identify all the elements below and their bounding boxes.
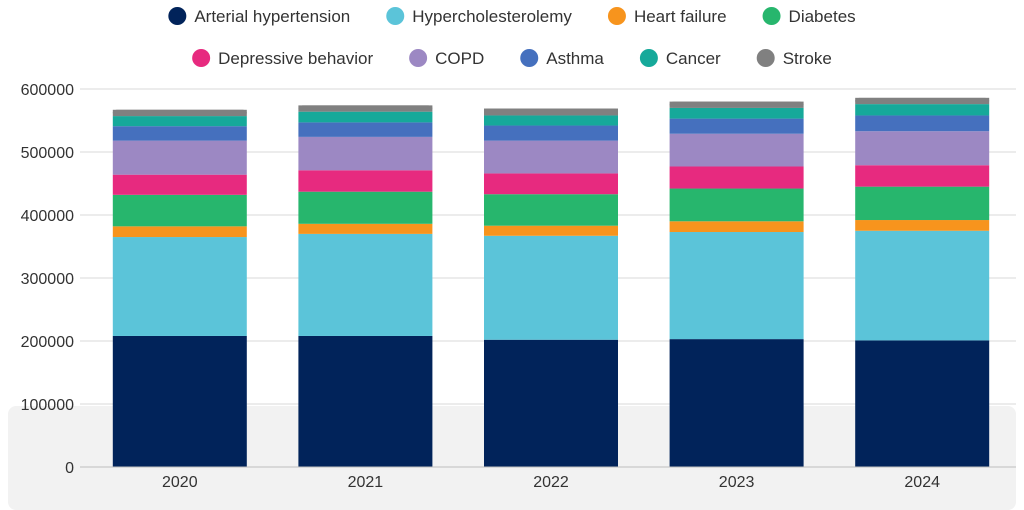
bar-depressive-behavior-2021[interactable] — [298, 170, 433, 192]
bar-cancer-2024[interactable] — [855, 104, 990, 116]
legend-swatch — [756, 49, 775, 67]
legend-swatch — [762, 7, 781, 25]
bar-asthma-2022[interactable] — [484, 125, 618, 141]
bar-cancer-2023[interactable] — [669, 107, 804, 119]
bar-arterial-hypertension-2023[interactable] — [669, 339, 804, 467]
x-tick-label: 2020 — [162, 474, 198, 491]
bar-stack-2020 — [112, 109, 247, 467]
bar-arterial-hypertension-2024[interactable] — [855, 340, 990, 467]
legend-label: Stroke — [783, 49, 832, 68]
bar-diabetes-2021[interactable] — [298, 191, 433, 224]
bar-hypercholesterolemy-2021[interactable] — [298, 233, 433, 336]
y-tick-label: 400000 — [21, 208, 74, 225]
legend-label: Depressive behavior — [218, 49, 373, 68]
bar-stack-2022 — [484, 108, 618, 467]
legend-label: Arterial hypertension — [194, 7, 350, 26]
bar-depressive-behavior-2024[interactable] — [855, 165, 990, 187]
bar-copd-2024[interactable] — [855, 131, 990, 166]
bar-copd-2021[interactable] — [298, 136, 433, 171]
legend-item-arterial-hypertension[interactable]: Arterial hypertension — [168, 7, 350, 26]
bar-depressive-behavior-2023[interactable] — [669, 166, 804, 189]
y-tick-label: 600000 — [21, 82, 74, 99]
legend-item-depressive-behavior[interactable]: Depressive behavior — [192, 49, 373, 68]
y-tick-label: 100000 — [21, 397, 74, 414]
bar-cap-2023 — [669, 101, 804, 108]
bar-heart-failure-2024[interactable] — [855, 220, 990, 231]
x-tick-label: 2024 — [904, 474, 940, 491]
legend-swatch — [520, 49, 539, 67]
x-tick-label: 2021 — [348, 474, 384, 491]
x-tick-label: 2022 — [533, 474, 569, 491]
bar-stack-2021 — [298, 105, 433, 467]
bar-hypercholesterolemy-2020[interactable] — [112, 237, 247, 336]
bar-diabetes-2020[interactable] — [112, 194, 247, 227]
bar-cap-2022 — [484, 108, 618, 115]
bar-cap-2021 — [298, 105, 433, 112]
bar-copd-2022[interactable] — [484, 140, 618, 174]
bar-stack-2023 — [669, 101, 804, 467]
bar-arterial-hypertension-2022[interactable] — [484, 339, 618, 467]
bar-copd-2020[interactable] — [112, 140, 247, 175]
bar-asthma-2023[interactable] — [669, 118, 804, 134]
y-tick-label: 500000 — [21, 145, 74, 162]
legend-label: Cancer — [666, 49, 721, 68]
bar-asthma-2021[interactable] — [298, 122, 433, 137]
bar-cancer-2021[interactable] — [298, 111, 433, 123]
bar-heart-failure-2021[interactable] — [298, 223, 433, 234]
legend-label: Hypercholesterolemy — [412, 7, 572, 26]
bar-diabetes-2024[interactable] — [855, 186, 990, 221]
bars — [112, 97, 990, 467]
bar-hypercholesterolemy-2023[interactable] — [669, 232, 804, 340]
legend-swatch — [639, 49, 658, 67]
bar-hypercholesterolemy-2022[interactable] — [484, 235, 618, 340]
legend: Arterial hypertension Hypercholesterolemy… — [168, 7, 856, 68]
legend-item-heart-failure[interactable]: Heart failure — [607, 7, 727, 26]
bar-asthma-2020[interactable] — [112, 126, 247, 141]
bar-copd-2023[interactable] — [669, 133, 804, 167]
legend-swatch — [607, 7, 626, 25]
bar-arterial-hypertension-2020[interactable] — [112, 335, 247, 467]
y-tick-label: 200000 — [21, 334, 74, 351]
bar-depressive-behavior-2020[interactable] — [112, 174, 247, 195]
legend-swatch — [386, 7, 405, 25]
legend-item-copd[interactable]: COPD — [409, 49, 484, 68]
y-tick-label: 300000 — [21, 271, 74, 288]
legend-swatch — [409, 49, 428, 67]
bar-heart-failure-2022[interactable] — [484, 225, 618, 236]
legend-item-asthma[interactable]: Asthma — [520, 49, 604, 68]
bar-asthma-2024[interactable] — [855, 115, 990, 132]
legend-item-diabetes[interactable]: Diabetes — [762, 7, 856, 26]
legend-swatch — [168, 7, 187, 25]
bar-hypercholesterolemy-2024[interactable] — [855, 230, 990, 341]
x-tick-label: 2023 — [719, 474, 755, 491]
legend-swatch — [192, 49, 211, 67]
bar-depressive-behavior-2022[interactable] — [484, 173, 618, 195]
legend-item-stroke[interactable]: Stroke — [756, 49, 832, 68]
bar-heart-failure-2020[interactable] — [112, 226, 247, 238]
bar-cancer-2020[interactable] — [112, 116, 247, 127]
legend-label: Diabetes — [789, 7, 856, 26]
y-tick-label: 0 — [65, 460, 74, 477]
bar-arterial-hypertension-2021[interactable] — [298, 335, 433, 467]
bar-diabetes-2022[interactable] — [484, 194, 618, 226]
bar-cap-2024 — [855, 97, 990, 104]
bar-stack-2024 — [855, 97, 990, 467]
bar-diabetes-2023[interactable] — [669, 188, 804, 222]
legend-item-cancer[interactable]: Cancer — [639, 49, 721, 68]
legend-item-hypercholesterolemy[interactable]: Hypercholesterolemy — [386, 7, 572, 26]
bar-cancer-2022[interactable] — [484, 115, 618, 126]
axes: 0 100000 200000 300000 400000 500000 600000 202… — [21, 82, 1016, 491]
legend-label: COPD — [435, 49, 484, 68]
bar-cap-2020 — [112, 109, 247, 116]
legend-label: Asthma — [546, 49, 604, 68]
bar-heart-failure-2023[interactable] — [669, 221, 804, 233]
legend-label: Heart failure — [634, 7, 727, 26]
